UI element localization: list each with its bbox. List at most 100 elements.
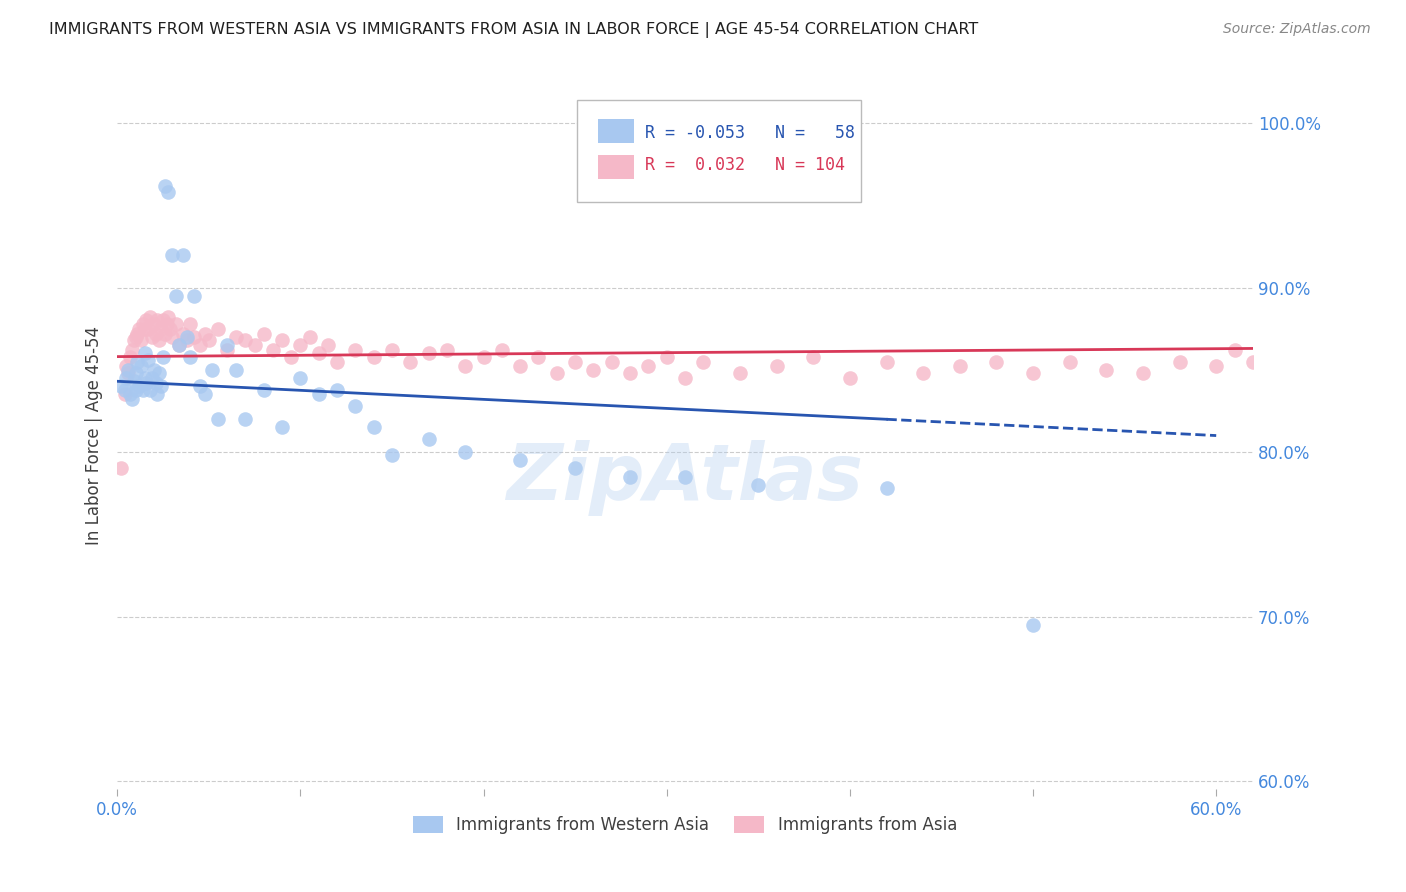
Point [110, 461, 132, 475]
Point [129, 359, 152, 374]
Point [148, 333, 170, 347]
Point [1260, 350, 1282, 364]
Point [128, 321, 150, 335]
Point [165, 317, 187, 331]
Point [912, 366, 935, 380]
Point [176, 330, 198, 344]
Point [673, 469, 696, 483]
Point [1223, 343, 1246, 357]
Point [115, 359, 138, 374]
Point [1296, 350, 1319, 364]
Point [157, 310, 180, 325]
Point [152, 350, 174, 364]
Point [128, 379, 150, 393]
Point [172, 326, 194, 341]
Point [326, 383, 349, 397]
Point [146, 313, 169, 327]
Point [114, 383, 136, 397]
Point [129, 333, 152, 347]
Point [169, 338, 191, 352]
Point [183, 330, 205, 344]
Point [127, 354, 149, 368]
Point [1315, 178, 1337, 193]
Point [165, 289, 187, 303]
Point [235, 412, 257, 426]
Point [876, 481, 898, 495]
Point [169, 338, 191, 352]
Point [253, 383, 276, 397]
Point [135, 376, 157, 390]
Point [121, 343, 143, 357]
Point [183, 289, 205, 303]
Point [363, 420, 385, 434]
Point [673, 371, 696, 385]
Point [207, 321, 229, 335]
Point [235, 333, 257, 347]
Point [141, 330, 163, 344]
Point [1095, 363, 1118, 377]
Point [136, 321, 159, 335]
Point [418, 432, 440, 446]
Legend: Immigrants from Western Asia, Immigrants from Asia: Immigrants from Western Asia, Immigrants… [413, 816, 957, 834]
Point [454, 445, 477, 459]
Point [619, 469, 641, 483]
Point [217, 343, 239, 357]
Point [145, 376, 167, 390]
Text: R =  0.032   N = 104: R = 0.032 N = 104 [645, 156, 845, 174]
Point [194, 387, 217, 401]
FancyBboxPatch shape [576, 100, 860, 202]
Point [509, 453, 531, 467]
Point [127, 326, 149, 341]
Point [225, 363, 247, 377]
Point [188, 338, 211, 352]
Point [132, 383, 155, 397]
Point [316, 338, 339, 352]
Point [153, 178, 176, 193]
Point [564, 354, 586, 368]
Point [132, 317, 155, 331]
Point [838, 371, 860, 385]
Point [747, 478, 769, 492]
Point [115, 371, 138, 385]
FancyBboxPatch shape [598, 120, 634, 144]
Point [153, 326, 176, 341]
Point [600, 354, 623, 368]
Point [114, 387, 136, 401]
Point [142, 363, 165, 377]
Point [1278, 343, 1301, 357]
Text: IMMIGRANTS FROM WESTERN ASIA VS IMMIGRANTS FROM ASIA IN LABOR FORCE | AGE 45-54 : IMMIGRANTS FROM WESTERN ASIA VS IMMIGRAN… [49, 22, 979, 38]
Point [146, 387, 169, 401]
Text: Source: ZipAtlas.com: Source: ZipAtlas.com [1223, 22, 1371, 37]
Point [692, 354, 714, 368]
Point [225, 330, 247, 344]
Point [118, 387, 141, 401]
Point [243, 338, 266, 352]
Point [418, 346, 440, 360]
Point [1168, 354, 1191, 368]
Point [765, 359, 787, 374]
Point [1205, 359, 1227, 374]
Point [1132, 366, 1154, 380]
Point [172, 247, 194, 261]
Point [179, 350, 201, 364]
Point [271, 420, 294, 434]
FancyBboxPatch shape [598, 154, 634, 178]
Point [197, 333, 219, 347]
Point [381, 343, 404, 357]
Point [217, 338, 239, 352]
Point [207, 412, 229, 426]
Point [134, 321, 156, 335]
Point [118, 350, 141, 364]
Point [344, 343, 367, 357]
Point [280, 350, 302, 364]
Point [454, 359, 477, 374]
Point [509, 359, 531, 374]
Point [564, 461, 586, 475]
Point [290, 338, 312, 352]
Point [1022, 366, 1045, 380]
Point [117, 366, 139, 380]
Point [949, 359, 972, 374]
Point [308, 387, 330, 401]
Point [655, 350, 678, 364]
Point [1241, 354, 1264, 368]
